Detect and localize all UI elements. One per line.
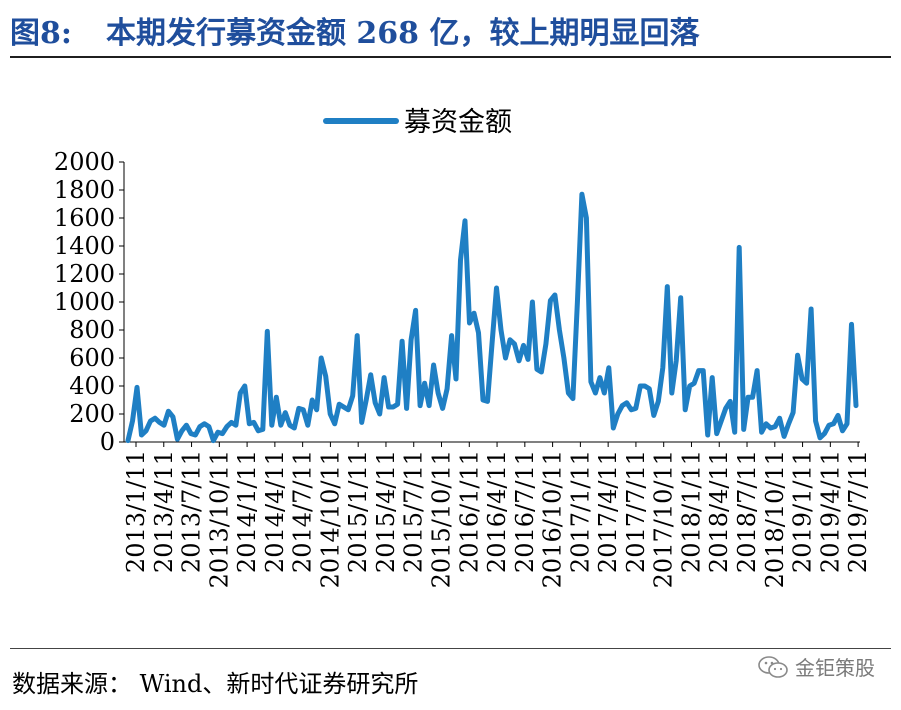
series-line-募资金额 [125,191,859,444]
x-tick-label: 2013/1/11 [122,450,150,573]
x-tick-label: 2019/1/11 [789,450,817,573]
x-tick-label: 2017/1/11 [566,450,594,573]
figure-number: 图8: [10,16,72,51]
x-tick-label: 2019/7/11 [844,450,872,573]
x-tick-label: 2016/1/11 [455,450,483,573]
y-tick-label: 0 [100,428,115,456]
title-divider [10,56,891,58]
figure-title-text: 本期发行募资金额 268 亿，较上期明显回落 [105,16,700,51]
x-tick-label: 2015/10/11 [428,450,456,588]
x-tick-label: 2016/10/11 [539,450,567,588]
legend-label: 募资金额 [404,107,512,138]
x-tick-label: 2015/4/11 [372,450,400,573]
y-tick-label: 800 [69,316,115,344]
y-tick-label: 1600 [54,204,115,232]
watermark: 金钜策股 [757,652,875,681]
y-tick-label: 1200 [54,260,115,288]
y-tick-label: 200 [69,400,115,428]
x-tick-label: 2014/10/11 [316,450,344,588]
x-tick-label: 2013/10/11 [205,450,233,588]
x-tick-label: 2015/7/11 [400,450,428,573]
x-tick-label: 2014/7/11 [289,450,317,573]
x-tick-label: 2018/7/11 [733,450,761,573]
y-tick-label: 1400 [54,232,115,260]
x-tick-label: 2016/7/11 [511,450,539,573]
x-tick-label: 2018/1/11 [677,450,705,573]
y-tick-label: 1800 [54,176,115,204]
y-tick-label: 2000 [54,148,115,176]
x-tick-label: 2017/7/11 [622,450,650,573]
figure-title: 图8: 本期发行募资金额 268 亿，较上期明显回落 [10,8,699,52]
x-tick-label: 2013/4/11 [150,450,178,573]
footer-divider [10,648,891,649]
x-tick-label: 2019/4/11 [816,450,844,573]
x-tick-label: 2018/4/11 [705,450,733,573]
x-tick-label: 2016/4/11 [483,450,511,573]
wechat-icon [758,655,788,678]
x-tick-label: 2017/4/11 [594,450,622,573]
x-tick-label: 2017/10/11 [650,450,678,588]
x-tick-label: 2013/7/11 [178,450,206,573]
y-tick-label: 1000 [54,288,115,316]
y-tick-label: 400 [69,372,115,400]
x-tick-label: 2015/1/11 [344,450,372,573]
y-tick-label: 600 [69,344,115,372]
watermark-text: 金钜策股 [795,656,875,680]
x-tick-label: 2014/1/11 [233,450,261,573]
data-source: 数据来源： Wind、新时代证券研究所 [12,670,419,698]
x-tick-label: 2014/4/11 [261,450,289,573]
x-tick-label: 2018/10/11 [761,450,789,588]
